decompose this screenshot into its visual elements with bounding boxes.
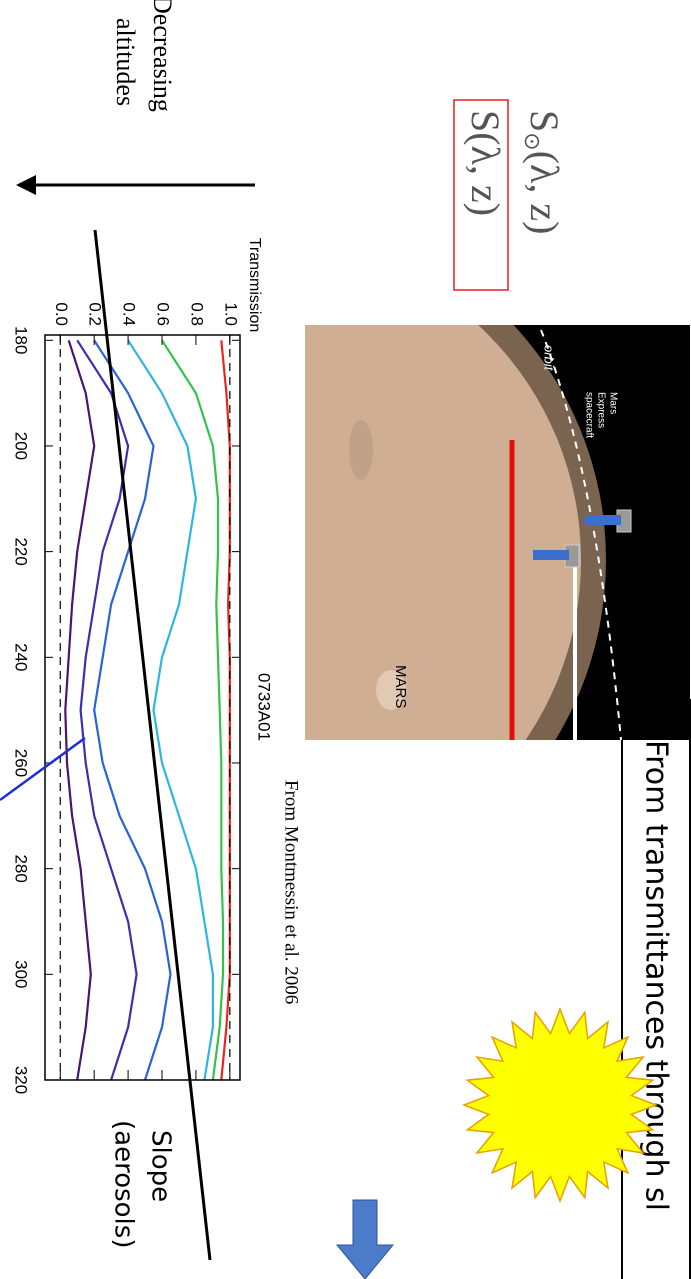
- sun: [461, 1006, 659, 1204]
- annotation: altitudes: [111, 18, 140, 106]
- x-tick-label: 220: [12, 537, 31, 565]
- formula-args: (λ, z): [463, 132, 508, 216]
- formula-args: (λ, z): [522, 151, 567, 235]
- y-tick-label: 0.2: [86, 302, 105, 326]
- y-tick-label: 1.0: [221, 302, 240, 326]
- spacecraft-label: spacecraft: [583, 392, 594, 438]
- series-line: [93, 339, 172, 1080]
- title: From transmittances through sl: [639, 740, 674, 1211]
- planet: [305, 325, 581, 740]
- x-tick-label: 180: [12, 326, 31, 354]
- x-tick-label: 240: [12, 643, 31, 671]
- formula-sun: S⊙(λ, z): [520, 110, 567, 234]
- formula-base: S: [463, 110, 508, 132]
- axes: 180 200 220 240 260 280 300 320 0.0 0.2 0.4 0.6 0.8 1…: [12, 302, 241, 1094]
- series-line: [76, 339, 138, 1080]
- y-axis-label: Transmission: [246, 238, 263, 333]
- orbit-path: [540, 329, 622, 740]
- y-tick-label: 0.0: [52, 302, 71, 326]
- annotation: Slope: [146, 1130, 176, 1202]
- solar-panel: [533, 550, 569, 560]
- formula-base: S: [522, 110, 567, 132]
- mars-figure: orbit Mars Express spacecraft Line of si…: [305, 325, 690, 841]
- annotation: Decreasing: [148, 0, 177, 112]
- orbit-label: orbit: [542, 345, 557, 372]
- series-line: [127, 339, 214, 1080]
- planet-label: MARS: [392, 665, 409, 708]
- line-of-sight-label: Line of sight: [534, 770, 549, 841]
- chart-title: 0733A01: [255, 673, 274, 741]
- pointer-line: [0, 736, 86, 802]
- plot-frame: [44, 334, 241, 1081]
- formula-box: [453, 99, 509, 291]
- crater: [376, 670, 406, 710]
- series-line: [161, 339, 225, 1080]
- x-tick-label: 260: [12, 749, 31, 777]
- plot-area: [59, 335, 231, 1080]
- series-line: [64, 339, 96, 1080]
- x-tick-label: 320: [12, 1066, 31, 1094]
- formula: S(λ, z): [463, 110, 508, 216]
- atmosphere-label: Atmosphere: [442, 780, 461, 872]
- x-tick-label: 300: [12, 960, 31, 988]
- credit: From Montmessin et al. 2006: [281, 780, 302, 1004]
- x-tick-label: 200: [12, 432, 31, 460]
- x-tick-label: 280: [12, 854, 31, 882]
- solar-panel: [585, 515, 621, 525]
- y-tick-label: 0.6: [154, 302, 173, 326]
- spacecraft-label: Express: [595, 392, 606, 428]
- annotation: (aerosols): [109, 1120, 139, 1248]
- arrow-head: [16, 175, 36, 195]
- formula-sub: ⊙: [520, 132, 545, 150]
- y-tick-label: 0.4: [120, 302, 139, 326]
- y-tick-label: 0.8: [187, 302, 206, 326]
- down-arrow: [335, 1199, 395, 1279]
- spacecraft-label: Mars: [607, 392, 618, 414]
- crater: [349, 420, 373, 480]
- slope-line: [93, 229, 212, 1261]
